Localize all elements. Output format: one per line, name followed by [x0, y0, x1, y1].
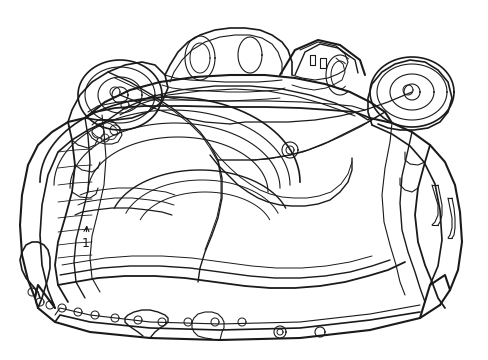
Text: 1: 1 — [81, 226, 89, 250]
